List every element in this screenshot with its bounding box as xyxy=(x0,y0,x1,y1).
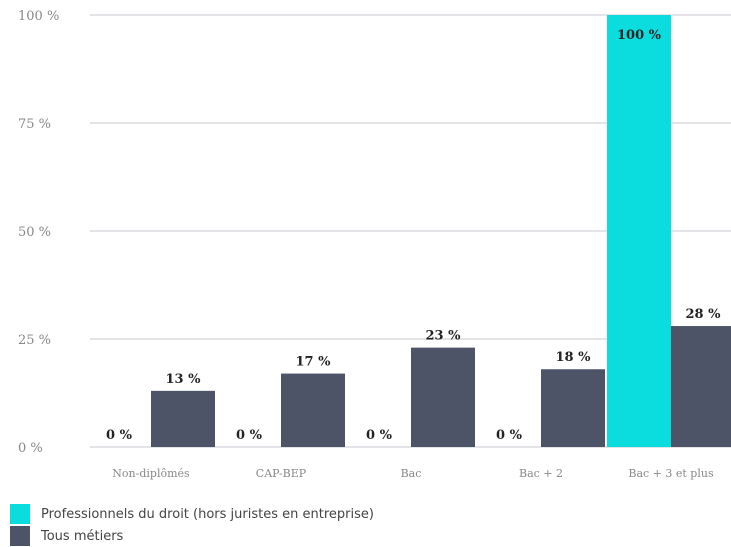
legend-swatch-professionnels-du-droit xyxy=(10,504,30,524)
data-label-tous-metiers-bac-3-et-plus: 28 % xyxy=(686,307,722,322)
y-tick-label: 50 % xyxy=(18,225,51,240)
bar-chart: 0 % 25 % 50 % 75 % 100 % 0 % 13 % 0 % 17 % 0 % 23… xyxy=(18,9,731,480)
bar-tous-metiers-non-diplomes[interactable] xyxy=(151,390,215,447)
data-label-tous-metiers-bac-2: 18 % xyxy=(556,350,592,365)
data-label-tous-metiers-non-diplomes: 13 % xyxy=(166,372,202,387)
data-label-tous-metiers-cap-bep: 17 % xyxy=(296,355,332,370)
x-tick-label-bac-2: Bac + 2 xyxy=(519,467,563,480)
data-label-professionnels-du-droit-hors-juristes-en-entreprise-non-diplomes: 0 % xyxy=(106,428,133,443)
legend-item-tous-metiers[interactable]: Tous métiers xyxy=(10,525,374,547)
legend-swatch-tous-metiers xyxy=(10,526,30,546)
data-label-professionnels-du-droit-hors-juristes-en-entreprise-bac: 0 % xyxy=(366,428,393,443)
x-tick-label-bac: Bac xyxy=(401,467,422,480)
y-axis-tick-labels: 0 % 25 % 50 % 75 % 100 % xyxy=(18,9,59,456)
bar-tous-metiers-bac-2[interactable] xyxy=(541,369,605,447)
data-label-tous-metiers-bac: 23 % xyxy=(426,329,462,344)
x-tick-label-bac-3-et-plus: Bac + 3 et plus xyxy=(628,467,714,480)
y-tick-label: 75 % xyxy=(18,117,51,132)
bar-tous-metiers-bac[interactable] xyxy=(411,347,475,447)
data-labels: 0 % 13 % 0 % 17 % 0 % 23 % 0 % 18 % 100 % 28 % xyxy=(106,28,721,443)
x-tick-label-cap-bep: CAP-BEP xyxy=(256,467,307,480)
bars xyxy=(151,15,731,447)
legend-label-professionnels-du-droit: Professionnels du droit (hors juristes e… xyxy=(41,506,374,522)
data-label-professionnels-du-droit-hors-juristes-en-entreprise-cap-bep: 0 % xyxy=(236,428,263,443)
x-tick-label-non-diplomes: Non-diplômés xyxy=(112,467,190,480)
legend: Professionnels du droit (hors juristes e… xyxy=(10,503,374,547)
bar-professionnels-du-droit-hors-juristes-en-entreprise-bac-3-et-plus[interactable] xyxy=(607,15,671,447)
x-axis-category-labels: Non-diplômés CAP-BEP Bac Bac + 2 Bac + 3 et … xyxy=(112,467,714,480)
data-label-professionnels-du-droit-hors-juristes-en-entreprise-bac-3-et-plus: 100 % xyxy=(617,28,662,43)
bar-tous-metiers-bac-3-et-plus[interactable] xyxy=(671,326,731,447)
data-label-professionnels-du-droit-hors-juristes-en-entreprise-bac-2: 0 % xyxy=(496,428,523,443)
legend-label-tous-metiers: Tous métiers xyxy=(41,528,124,544)
y-tick-label: 100 % xyxy=(18,9,59,24)
legend-item-professionnels-du-droit[interactable]: Professionnels du droit (hors juristes e… xyxy=(10,503,374,525)
y-tick-label: 0 % xyxy=(18,441,43,456)
bar-tous-metiers-cap-bep[interactable] xyxy=(281,373,345,447)
y-tick-label: 25 % xyxy=(18,333,51,348)
